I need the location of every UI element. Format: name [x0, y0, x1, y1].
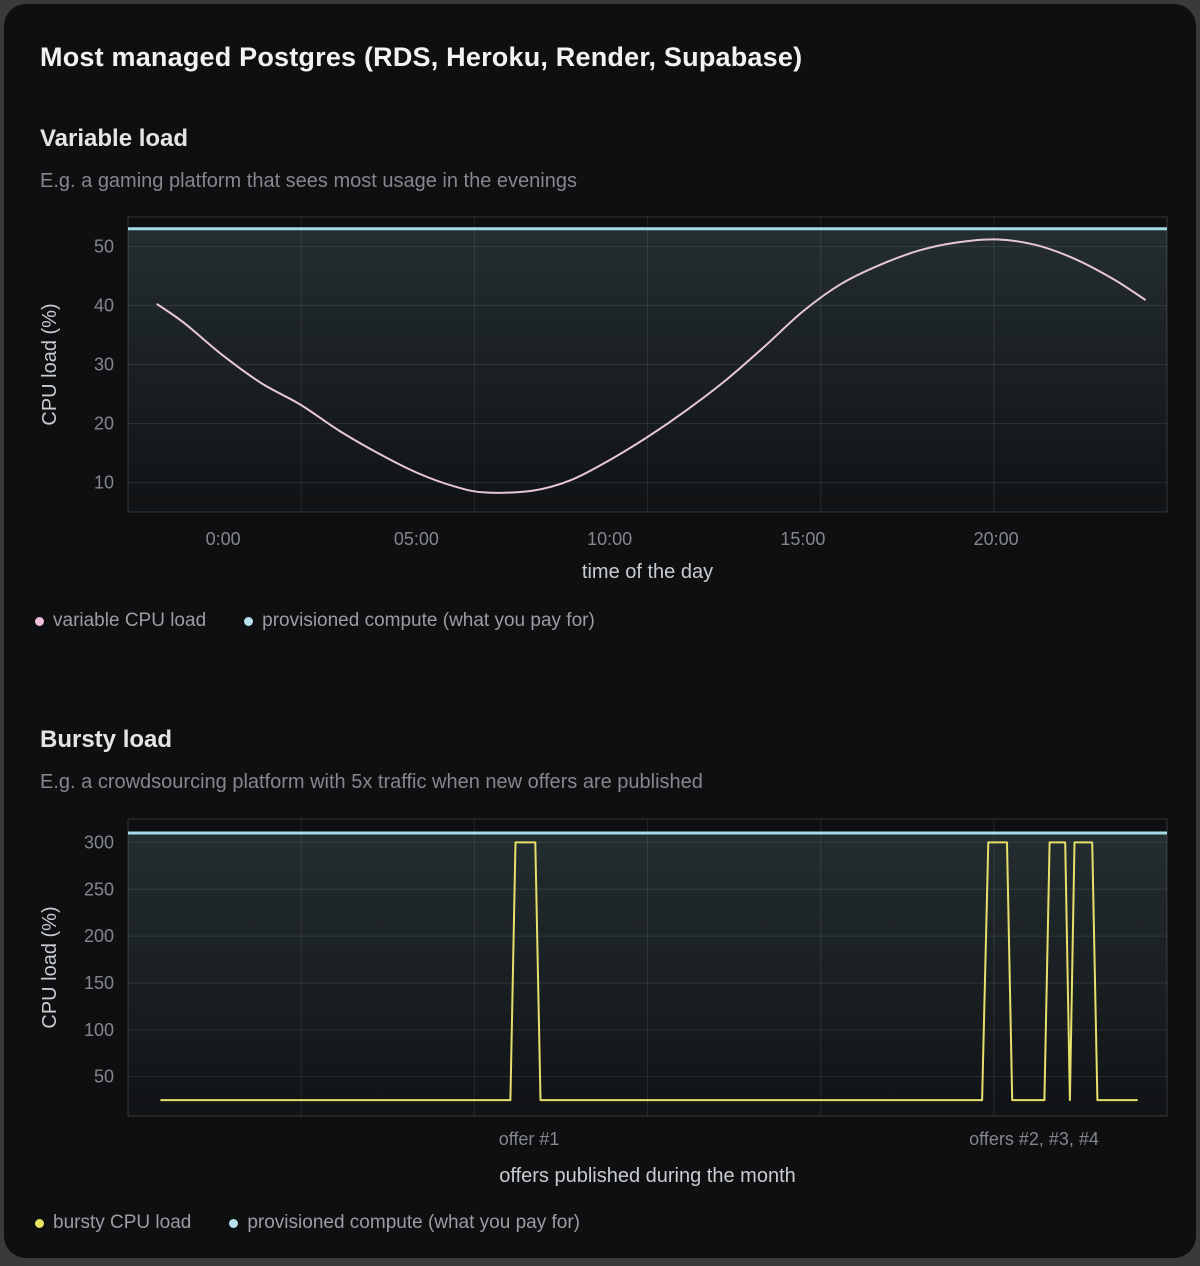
plot-area-border [127, 818, 1168, 1117]
x-tick-label: 20:00 [974, 529, 1019, 549]
y-tick-label: 40 [94, 296, 114, 316]
x-tick-label: offer #1 [499, 1129, 560, 1149]
legend-label: bursty CPU load [53, 1212, 192, 1233]
y-tick-label: 10 [94, 473, 114, 493]
legend-label: provisioned compute (what you pay for) [262, 610, 595, 631]
y-tick-label: 100 [84, 1020, 114, 1040]
legend-item: provisioned compute (what you pay for) [229, 1212, 580, 1234]
section-subtitle-bursty-load: E.g. a crowdsourcing platform with 5x tr… [40, 771, 703, 793]
section-subtitle-variable-load: E.g. a gaming platform that sees most us… [40, 170, 577, 192]
legend-label: provisioned compute (what you pay for) [247, 1212, 581, 1233]
x-tick-label: 0:00 [206, 529, 241, 549]
y-tick-label: 300 [84, 832, 114, 852]
legend-label: variable CPU load [53, 610, 207, 631]
plot-area-border [127, 216, 1168, 513]
variable-load-chart: 10 20 30 40 50 0:00 05:00 10:00 15:00 20:00 time o… [39, 216, 1168, 583]
y-tick-label: 150 [84, 973, 114, 993]
x-tick-label: 05:00 [394, 529, 439, 549]
card: Most managed Postgres (RDS, Heroku, Rend… [4, 4, 1196, 1258]
x-tick-label: 10:00 [587, 529, 632, 549]
y-tick-label: 20 [94, 414, 114, 434]
provisioned-area-fill [128, 228, 1167, 513]
charts-canvas: 10 20 30 40 50 0:00 05:00 10:00 15:00 20:00 time o… [39, 216, 1168, 1187]
bursty-load-chart: 50 100 150 200 250 300 offer #1 offers #2, #3, … [39, 818, 1168, 1187]
y-tick-label: 50 [94, 237, 114, 257]
section-heading-variable-load: Variable load [40, 125, 189, 152]
section-heading-bursty-load: Bursty load [40, 726, 173, 753]
x-tick-label: 15:00 [780, 529, 825, 549]
legend-item: bursty CPU load [35, 1212, 191, 1234]
legend-bursty-load: bursty CPU load provisioned compute (what… [35, 1212, 580, 1234]
yellow-dot-icon [35, 1218, 44, 1228]
x-axis-title: offers published during the month [499, 1165, 796, 1187]
y-tick-label: 200 [84, 926, 114, 946]
blue-dot-icon [244, 616, 254, 626]
y-tick-label: 250 [84, 879, 114, 899]
y-axis-title: CPU load (%) [39, 906, 61, 1028]
bursty-cpu-load-line [160, 841, 1138, 1102]
legend-item: provisioned compute (what you pay for) [244, 610, 595, 632]
legend-item: variable CPU load [35, 610, 206, 632]
blue-dot-icon [229, 1218, 239, 1228]
provisioned-area-fill [128, 833, 1167, 1116]
y-tick-label: 30 [94, 355, 114, 375]
x-axis-title: time of the day [582, 561, 713, 583]
pink-dot-icon [35, 616, 44, 626]
legend-variable-load: variable CPU load provisioned compute (wh… [35, 610, 595, 632]
y-axis-title: CPU load (%) [39, 303, 61, 425]
x-tick-label: offers #2, #3, #4 [969, 1129, 1099, 1149]
variable-cpu-load-line [156, 238, 1146, 494]
page-title: Most managed Postgres (RDS, Heroku, Rend… [40, 42, 803, 72]
y-tick-label: 50 [94, 1067, 114, 1087]
